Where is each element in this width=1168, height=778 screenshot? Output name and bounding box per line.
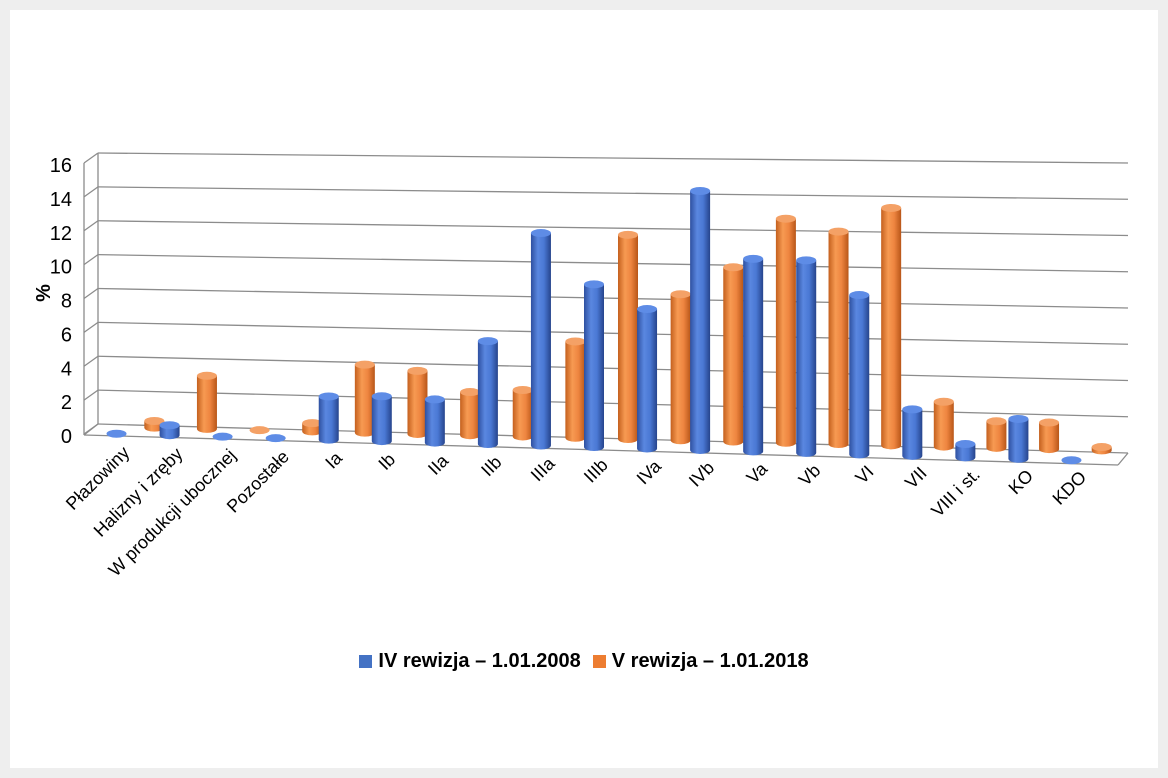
legend: IV rewizja – 1.01.2008 V rewizja – 1.01.… bbox=[10, 650, 1158, 673]
bar-orange-6 bbox=[460, 388, 481, 440]
bar-blue-1 bbox=[159, 421, 180, 440]
y-tick-label: 12 bbox=[50, 223, 72, 245]
bar-blue-12 bbox=[743, 254, 764, 456]
y-axis-label: % bbox=[33, 284, 55, 302]
gridline bbox=[97, 253, 1129, 273]
gridlines bbox=[83, 152, 1129, 466]
y-tick-label: 8 bbox=[61, 291, 72, 313]
category-label: KDO bbox=[1049, 467, 1091, 509]
bar-orange-11 bbox=[723, 263, 744, 446]
floor-left-edge bbox=[83, 423, 99, 436]
bar-orange-0 bbox=[144, 416, 165, 432]
legend-swatch-blue bbox=[359, 655, 373, 668]
bar-blue-16 bbox=[955, 440, 976, 462]
y-tick-label: 2 bbox=[61, 392, 72, 414]
legend-item-series-1: IV rewizja – 1.01.2008 bbox=[359, 650, 581, 673]
gridline-side bbox=[83, 152, 99, 164]
gridline-side bbox=[83, 186, 99, 198]
y-tick-label: 16 bbox=[50, 155, 72, 177]
gridline-side bbox=[83, 389, 99, 401]
gridline bbox=[97, 287, 1129, 309]
y-tick-label: 0 bbox=[61, 426, 72, 448]
bar-orange-5 bbox=[407, 366, 428, 438]
bar-blue-4 bbox=[318, 392, 339, 444]
bar-blue-11 bbox=[690, 187, 711, 454]
floor-right-edge bbox=[1117, 452, 1129, 466]
category-label: IVa bbox=[633, 455, 666, 488]
bar-orange-18 bbox=[1091, 443, 1112, 455]
gridline bbox=[97, 321, 1129, 345]
bar-blue-15 bbox=[902, 405, 923, 460]
gridline bbox=[97, 186, 1129, 200]
chart-area: 0 2 4 6 8 10 12 14 16 % Płazowiny Halizny i zręby… bbox=[10, 10, 1158, 768]
bar-orange-16 bbox=[986, 417, 1007, 452]
bar-orange-8 bbox=[565, 337, 586, 442]
category-label: IIb bbox=[477, 452, 505, 480]
bar-blue-18 bbox=[1061, 456, 1082, 465]
bar-blue-3 bbox=[265, 434, 286, 443]
y-tick-label: 10 bbox=[50, 257, 72, 279]
category-label: IIIa bbox=[527, 453, 560, 486]
bar-orange-13 bbox=[828, 227, 849, 449]
gridline bbox=[97, 152, 1129, 164]
bar-orange-9 bbox=[618, 230, 638, 443]
gridline-side bbox=[83, 287, 99, 300]
category-label: Ia bbox=[321, 447, 346, 472]
category-label: VII bbox=[901, 463, 931, 493]
bar-blue-17 bbox=[1008, 414, 1029, 463]
legend-label-series-1: IV rewizja – 1.01.2008 bbox=[378, 650, 581, 672]
category-label: Vb bbox=[795, 460, 825, 490]
gridline bbox=[97, 220, 1129, 237]
gridline-side bbox=[83, 254, 99, 266]
gridline-side bbox=[83, 321, 99, 333]
bar-orange-3 bbox=[302, 419, 323, 436]
gridline-side bbox=[83, 220, 99, 232]
gridline bbox=[97, 389, 1129, 418]
bar-blue-5 bbox=[371, 392, 392, 446]
category-label: VIII i st. bbox=[927, 464, 984, 521]
bar-blue-7 bbox=[477, 337, 498, 449]
category-label: Ib bbox=[374, 449, 399, 474]
bar-blue-6 bbox=[424, 395, 445, 447]
y-tick-label: 4 bbox=[61, 358, 72, 380]
floor-front-edge bbox=[83, 434, 1119, 466]
category-label: IIa bbox=[424, 450, 453, 479]
y-tick-label: 14 bbox=[50, 189, 72, 211]
bar-blue-0 bbox=[106, 429, 127, 438]
category-label: IIIb bbox=[580, 455, 612, 487]
bar-blue-14 bbox=[849, 291, 870, 459]
bar-orange-2 bbox=[249, 426, 270, 435]
bar-orange-17 bbox=[1039, 418, 1060, 454]
category-label: KO bbox=[1005, 466, 1038, 499]
bar-orange-7 bbox=[512, 385, 533, 441]
legend-swatch-orange bbox=[592, 655, 606, 668]
gridline bbox=[97, 355, 1129, 382]
bar-orange-15 bbox=[933, 397, 954, 451]
y-axis-ticks: 0 2 4 6 8 10 12 14 16 bbox=[50, 155, 72, 448]
legend-item-series-2: V rewizja – 1.01.2018 bbox=[592, 650, 809, 673]
bar-blue-9 bbox=[584, 280, 604, 451]
bars bbox=[106, 187, 1112, 465]
bar-blue-8 bbox=[530, 229, 551, 450]
bar-blue-13 bbox=[796, 256, 817, 457]
bar-orange-10 bbox=[670, 290, 691, 445]
bar-orange-14 bbox=[881, 203, 902, 450]
category-label: IVb bbox=[685, 457, 718, 490]
gridline-side bbox=[83, 355, 99, 367]
bar-blue-10 bbox=[637, 305, 658, 453]
bar-orange-4 bbox=[354, 360, 375, 437]
y-tick-label: 6 bbox=[61, 324, 72, 346]
category-label: VI bbox=[851, 462, 877, 488]
bar-blue-2 bbox=[212, 432, 233, 441]
bar-orange-1 bbox=[196, 371, 217, 433]
category-label: Va bbox=[743, 458, 772, 487]
legend-label-series-2: V rewizja – 1.01.2018 bbox=[611, 650, 809, 672]
bar-orange-12 bbox=[775, 214, 796, 447]
